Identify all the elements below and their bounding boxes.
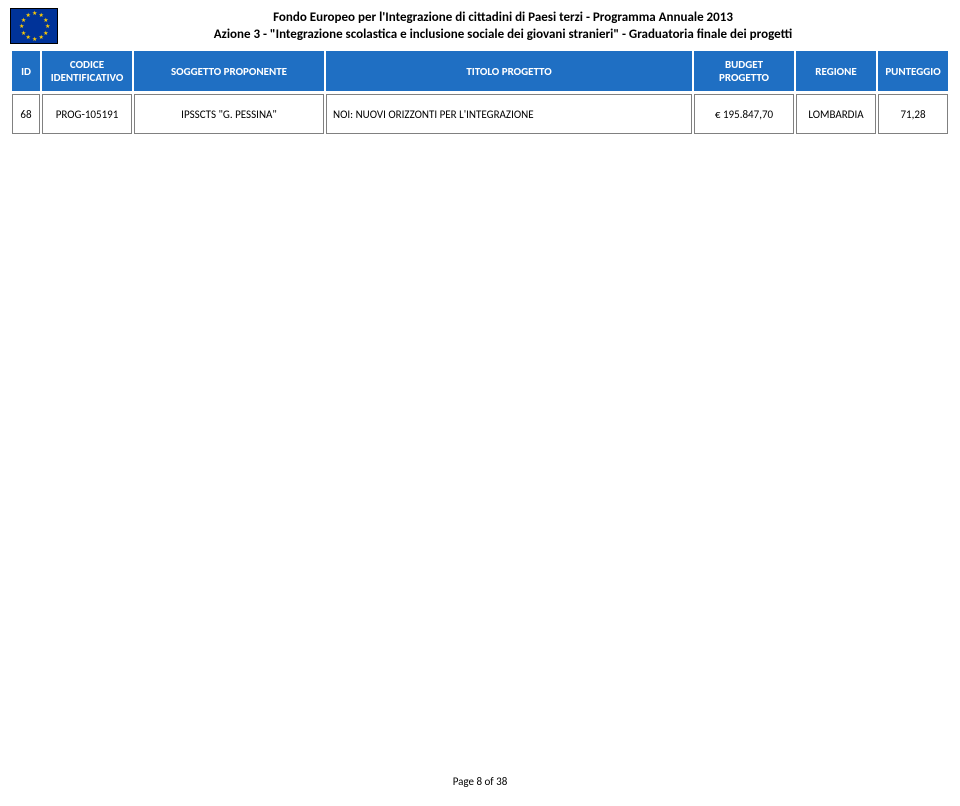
table-header-row: ID CODICE IDENTIFICATIVO SOGGETTO PROPON… (12, 51, 948, 91)
doc-title-line1: Fondo Europeo per l'Integrazione di citt… (66, 10, 940, 25)
col-codice: CODICE IDENTIFICATIVO (42, 51, 132, 91)
col-regione: REGIONE (796, 51, 876, 91)
col-soggetto: SOGGETTO PROPONENTE (134, 51, 324, 91)
cell-regione: LOMBARDIA (796, 94, 876, 134)
page-footer: Page 8 of 38 (0, 775, 960, 788)
cell-budget: € 195.847,70 (694, 94, 794, 134)
col-punteggio: PUNTEGGIO (878, 51, 948, 91)
col-titolo: TITOLO PROGETTO (326, 51, 692, 91)
doc-title-line2: Azione 3 - "Integrazione scolastica e in… (66, 27, 940, 42)
projects-table: ID CODICE IDENTIFICATIVO SOGGETTO PROPON… (10, 48, 950, 137)
table-row: 68 PROG-105191 IPSSCTS "G. PESSINA" NOI:… (12, 94, 948, 134)
col-codice-l1: CODICE (47, 58, 127, 71)
cell-id: 68 (12, 94, 40, 134)
cell-punteggio: 71,28 (878, 94, 948, 134)
cell-titolo: NOI: NUOVI ORIZZONTI PER L'INTEGRAZIONE (326, 94, 692, 134)
col-budget: BUDGET PROGETTO (694, 51, 794, 91)
cell-soggetto: IPSSCTS "G. PESSINA" (134, 94, 324, 134)
cell-codice: PROG-105191 (42, 94, 132, 134)
col-codice-l2: IDENTIFICATIVO (47, 71, 127, 84)
eu-flag-icon: ★ ★ ★ ★ ★ ★ ★ ★ ★ ★ ★ ★ (10, 8, 58, 44)
col-id: ID (12, 51, 40, 91)
